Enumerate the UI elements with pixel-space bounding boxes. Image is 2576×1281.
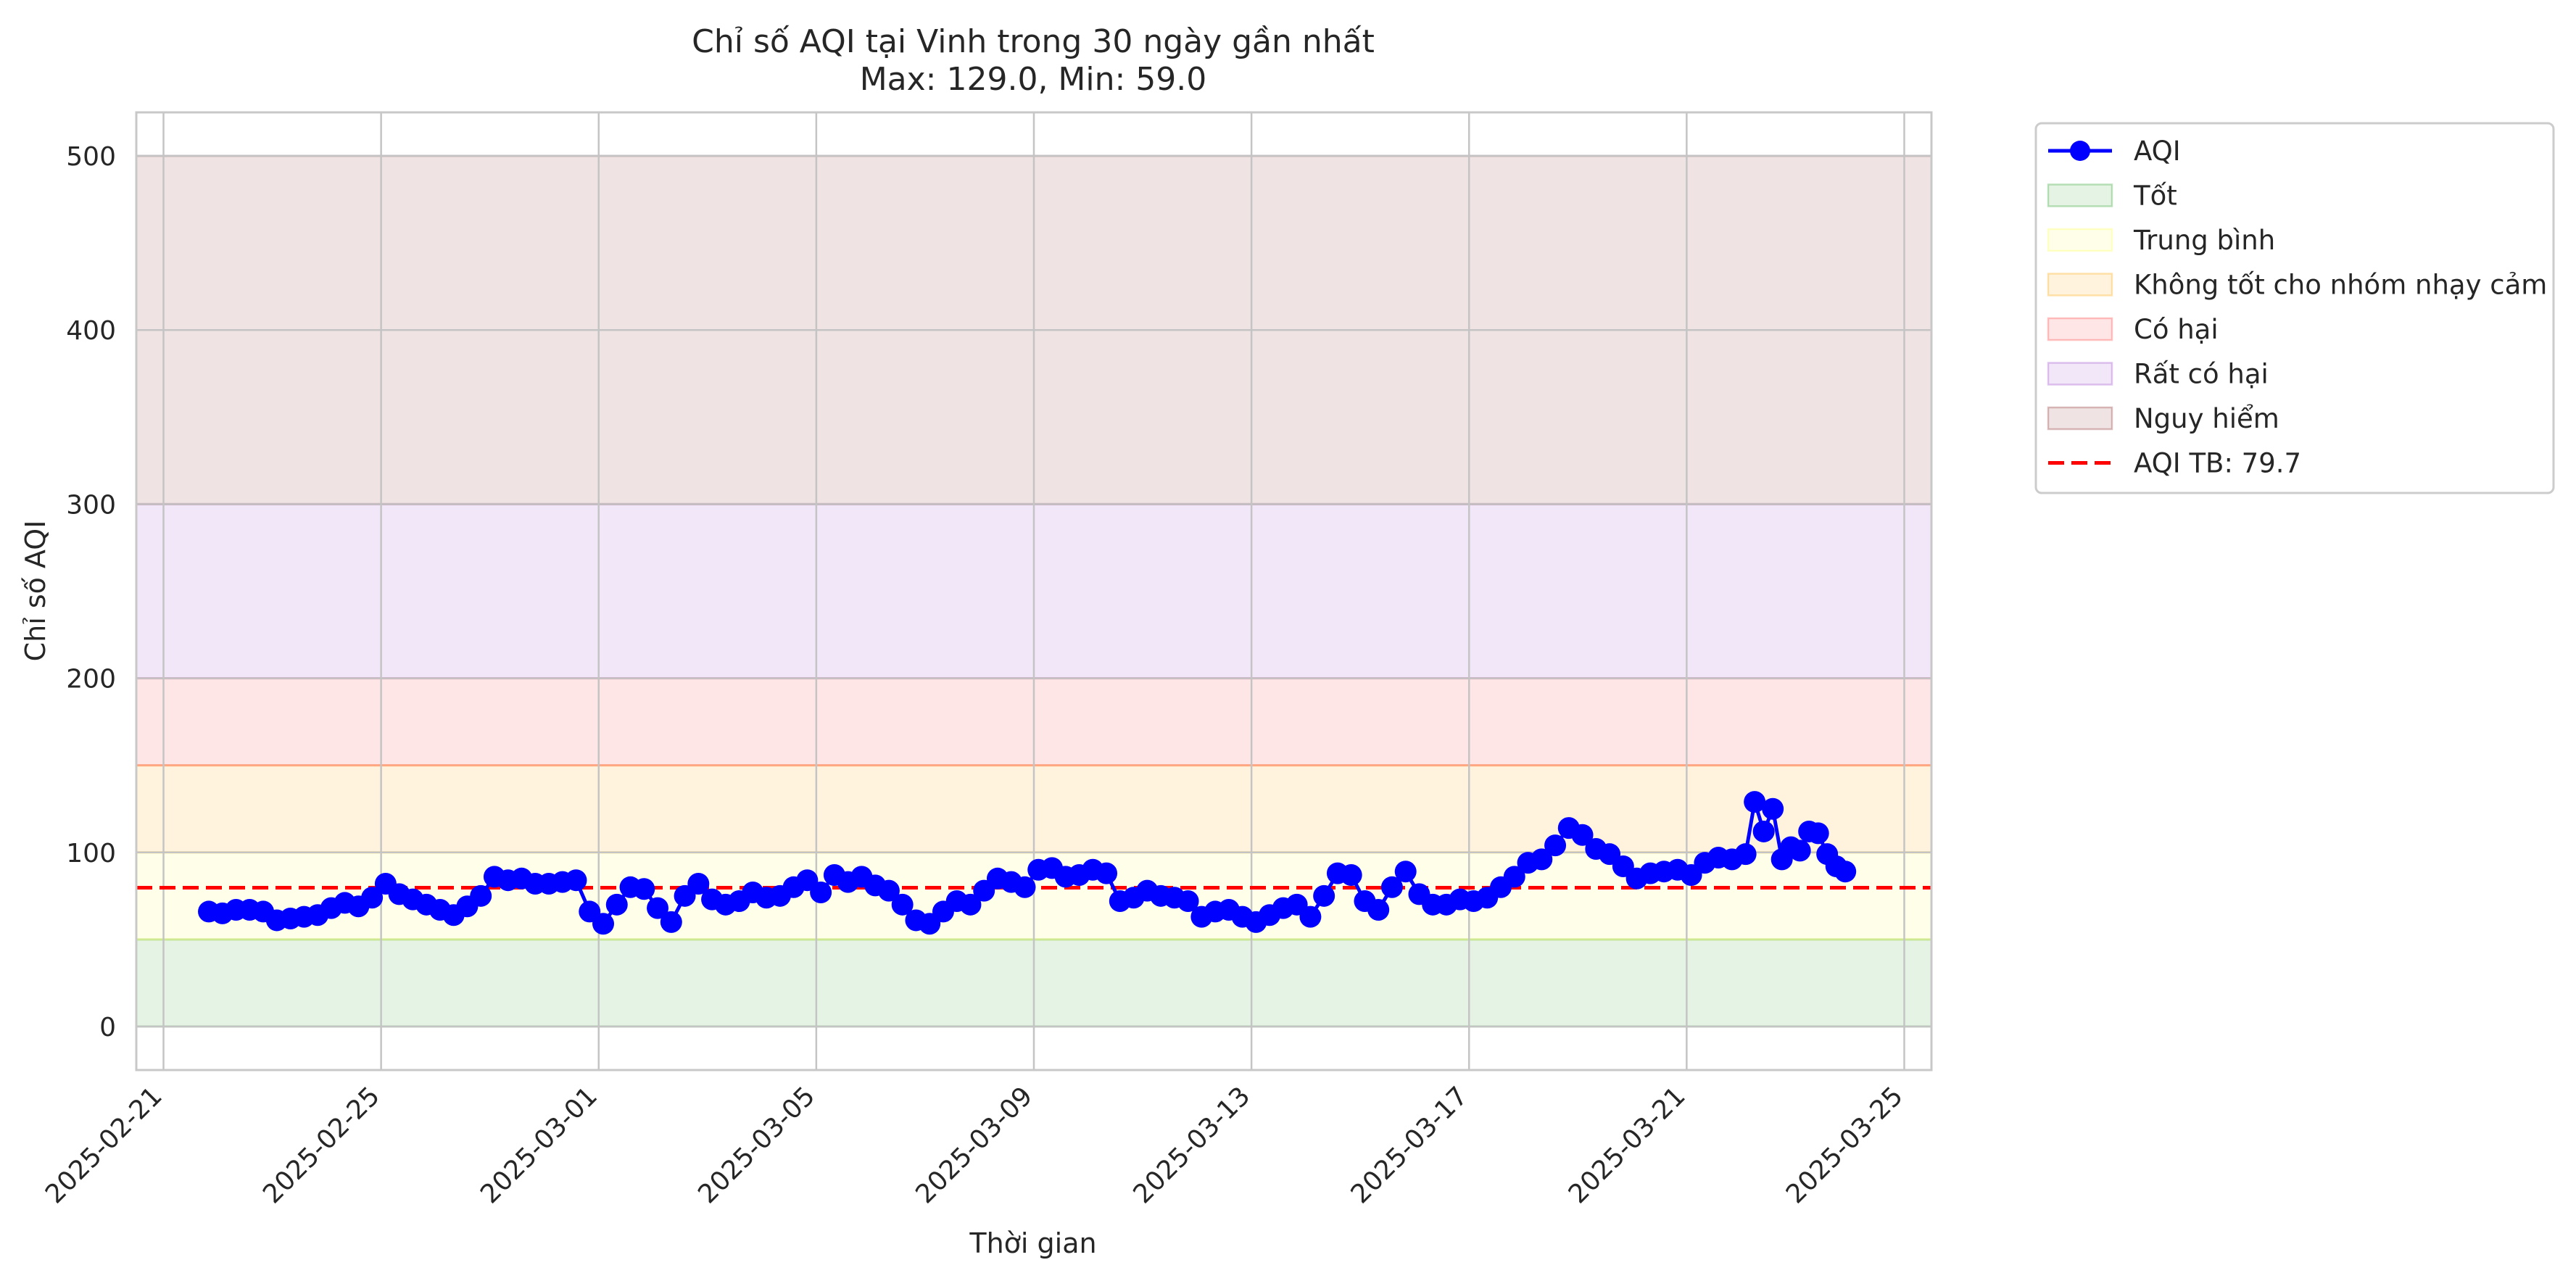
data-point [1394,861,1417,883]
data-point [1313,884,1335,907]
data-point [1571,824,1594,846]
data-point [891,893,914,916]
data-point [1734,843,1757,866]
x-tick-label: 2025-03-01 [475,1081,603,1209]
data-point [1762,797,1784,820]
data-point [1752,820,1775,842]
x-tick-label: 2025-03-21 [1563,1081,1691,1209]
legend-label-trung-binh: Trung bình [2133,225,2275,256]
data-point [361,887,384,909]
x-tick-labels: 2025-02-21 2025-02-25 2025-03-01 2025-03-05… [40,1081,1909,1209]
data-point [1503,866,1525,888]
legend-box [2034,122,2555,494]
legend-swatch-tot [2047,183,2113,207]
data-point [1014,876,1036,898]
data-point [1177,890,1199,913]
legend-label-co-hai: Có hại [2134,314,2219,345]
x-tick-label: 2025-03-05 [692,1081,821,1209]
chart-subtitle: Max: 129.0, Min: 59.0 [860,61,1207,98]
data-point [1531,848,1553,871]
data-point [647,897,669,919]
x-tick-label: 2025-02-25 [257,1081,386,1209]
y-tick-label: 300 [66,490,116,520]
y-tick-label: 500 [66,142,116,172]
data-point [470,884,492,907]
data-point [959,893,982,916]
data-point [1096,862,1118,884]
data-point [633,878,655,900]
data-point [1789,840,1811,862]
legend-swatch-khong-tot-cho-nhom-nhay-cam [2047,273,2113,297]
x-tick-label: 2025-02-21 [40,1081,168,1209]
legend-label-nguy-hiem: Nguy hiểm [2134,403,2279,434]
data-point [1340,863,1362,886]
legend-marker [2070,141,2090,161]
y-tick-labels: 0 100 200 300 400 500 [66,142,116,1042]
x-axis-label: Thời gian [969,1227,1096,1259]
legend-swatch-co-hai [2047,317,2113,341]
y-axis-label: Chỉ số AQI [20,521,51,662]
data-point [1744,791,1766,813]
data-point [660,911,682,933]
aqi-series [198,791,1857,935]
legend-label-tot: Tốt [2133,181,2177,212]
chart-title: Chỉ số AQI tại Vinh trong 30 ngày gần nh… [692,23,1375,60]
plot-frame [135,111,1933,1071]
x-tick-label: 2025-03-25 [1781,1081,1909,1209]
y-tick-label: 200 [66,665,116,695]
data-point [1544,834,1567,857]
x-tick-label: 2025-03-09 [910,1081,1038,1209]
y-tick-label: 0 [99,1013,116,1042]
data-point [1834,861,1857,883]
legend: AQI Tốt Trung bình Không tốt cho nhóm nhạy … [2034,122,2555,494]
data-point [810,882,832,904]
x-tick-label: 2025-03-17 [1346,1081,1474,1209]
data-point [592,913,615,935]
legend-label-mean: AQI TB: 79.7 [2134,448,2301,479]
data-point [605,893,628,916]
data-point [1367,899,1390,921]
data-point [687,873,710,895]
x-tick-label: 2025-03-13 [1128,1081,1256,1209]
legend-label-rat-co-hai: Rất có hại [2134,359,2269,390]
data-point [565,869,587,892]
data-point [1807,822,1829,845]
legend-label-series: AQI [2134,136,2181,167]
y-tick-label: 400 [66,316,116,346]
legend-swatch-rat-co-hai [2047,362,2113,386]
legend-swatch-trung-binh [2047,228,2113,252]
legend-swatch-nguy-hiem [2047,406,2113,431]
legend-label-khong-tot-cho-nhom-nhay-cam: Không tốt cho nhóm nhạy cảm [2134,270,2547,301]
y-tick-label: 100 [66,839,116,868]
data-point [1380,876,1403,898]
data-point [1299,905,1322,928]
data-point [877,879,900,902]
